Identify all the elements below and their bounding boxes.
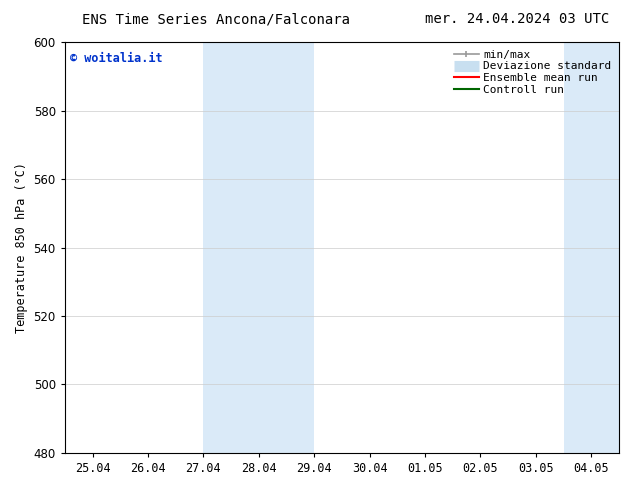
Text: © woitalia.it: © woitalia.it [70,52,163,65]
Legend: min/max, Deviazione standard, Ensemble mean run, Controll run: min/max, Deviazione standard, Ensemble m… [452,48,614,97]
Y-axis label: Temperature 850 hPa (°C): Temperature 850 hPa (°C) [15,162,28,333]
Text: mer. 24.04.2024 03 UTC: mer. 24.04.2024 03 UTC [425,12,609,26]
Bar [204,42,314,453]
Bar [564,42,634,453]
Text: ENS Time Series Ancona/Falconara: ENS Time Series Ancona/Falconara [82,12,351,26]
